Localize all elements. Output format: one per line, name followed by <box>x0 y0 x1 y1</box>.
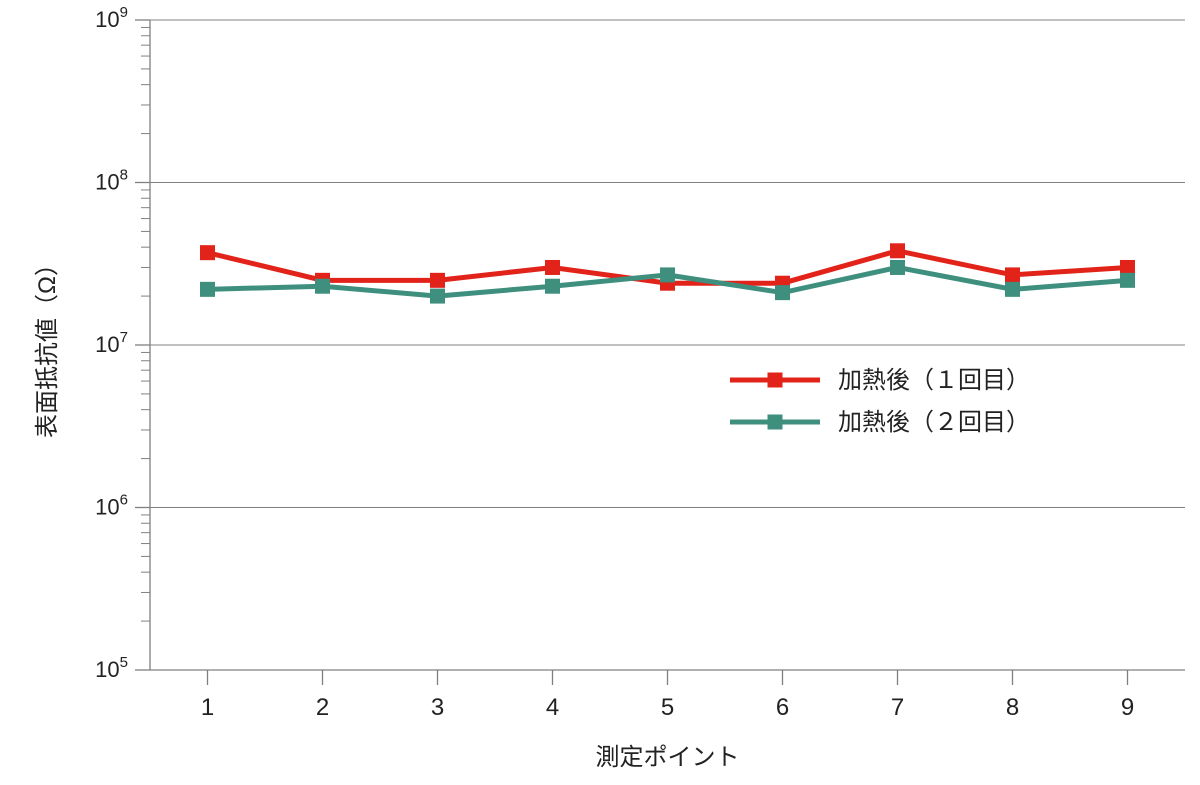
svg-text:7: 7 <box>891 694 904 721</box>
svg-text:測定ポイント: 測定ポイント <box>596 744 740 771</box>
svg-text:5: 5 <box>661 694 674 721</box>
svg-text:表面抵抗値（Ω）: 表面抵抗値（Ω） <box>34 252 61 438</box>
svg-text:1: 1 <box>201 694 214 721</box>
resistance-chart: 105106107108109123456789表面抵抗値（Ω）測定ポイント加熱… <box>0 0 1200 785</box>
svg-text:8: 8 <box>1006 694 1019 721</box>
svg-text:3: 3 <box>431 694 444 721</box>
chart-svg: 105106107108109123456789表面抵抗値（Ω）測定ポイント加熱… <box>0 0 1200 785</box>
svg-text:4: 4 <box>546 694 559 721</box>
svg-text:6: 6 <box>776 694 789 721</box>
svg-text:加熱後（１回目）: 加熱後（１回目） <box>838 367 1030 394</box>
svg-text:2: 2 <box>316 694 329 721</box>
svg-text:9: 9 <box>1121 694 1134 721</box>
svg-text:加熱後（２回目）: 加熱後（２回目） <box>838 409 1030 436</box>
